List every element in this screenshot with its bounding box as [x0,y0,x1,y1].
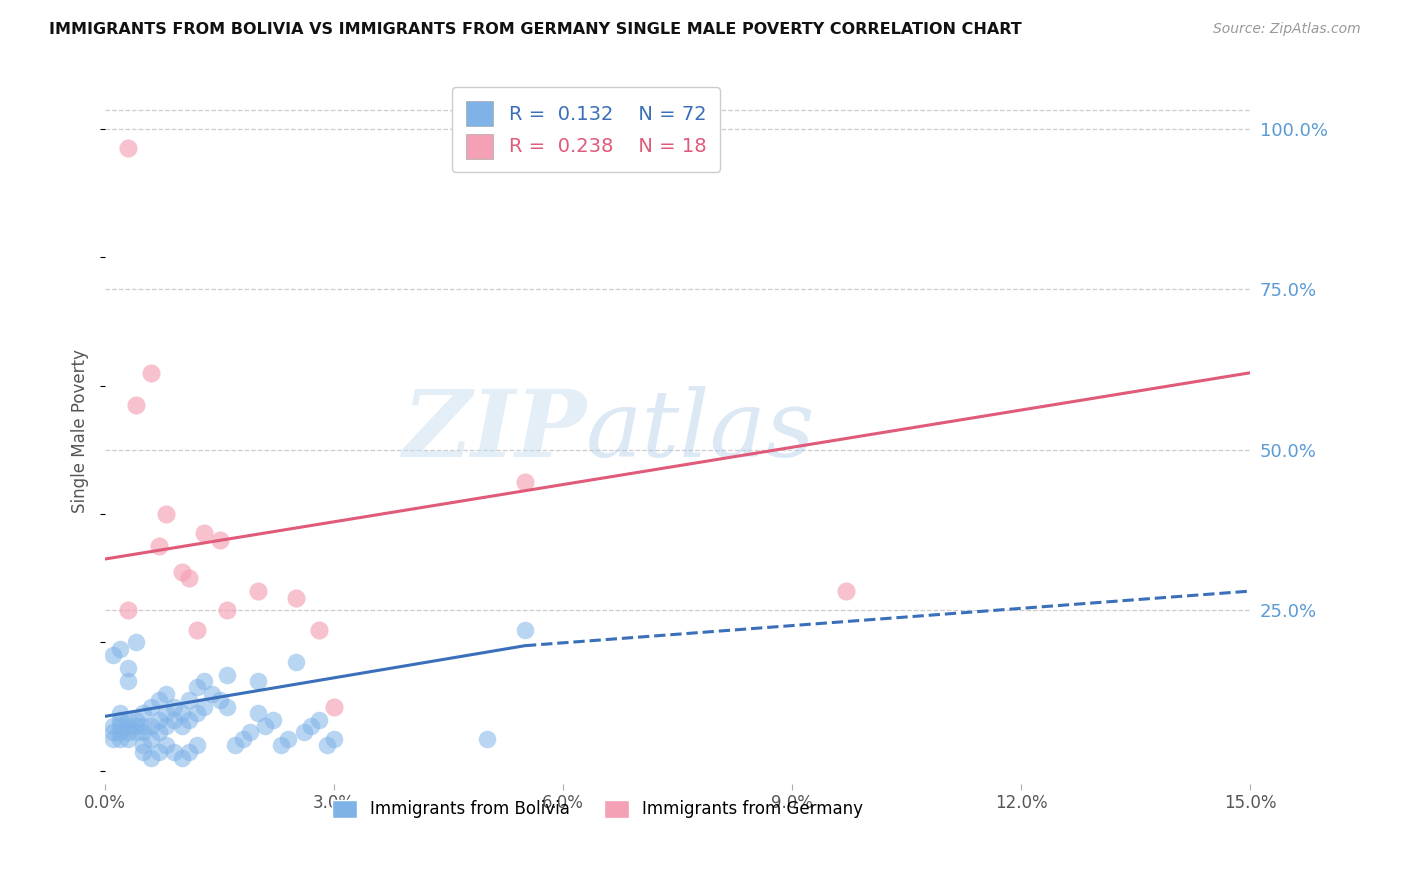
Point [110,713,132,727]
Point [101,719,124,733]
Point [308,623,330,637]
Point [163,699,186,714]
Point [186,706,208,720]
Point [139,731,162,746]
Point [186,738,208,752]
Point [285,591,308,605]
Point [834,584,856,599]
Point [117,713,139,727]
Point [193,526,215,541]
Point [117,725,139,739]
Point [125,713,148,727]
Point [186,623,208,637]
Point [148,725,170,739]
Point [110,706,132,720]
Point [179,693,201,707]
Point [170,565,193,579]
Point [110,641,132,656]
Point [117,673,139,688]
Point [299,719,322,733]
Point [246,673,269,688]
Text: IMMIGRANTS FROM BOLIVIA VS IMMIGRANTS FROM GERMANY SINGLE MALE POVERTY CORRELATI: IMMIGRANTS FROM BOLIVIA VS IMMIGRANTS FR… [49,22,1022,37]
Point [193,699,215,714]
Text: atlas: atlas [586,385,815,475]
Point [246,584,269,599]
Point [117,719,139,733]
Point [148,693,170,707]
Point [125,725,148,739]
Point [110,719,132,733]
Point [125,635,148,649]
Point [132,706,155,720]
Point [117,731,139,746]
Point [148,745,170,759]
Point [217,667,239,681]
Point [110,731,132,746]
Point [155,719,177,733]
Point [101,725,124,739]
Point [179,745,201,759]
Point [292,725,315,739]
Point [323,731,346,746]
Point [513,623,536,637]
Point [254,719,277,733]
Point [208,533,231,547]
Point [139,751,162,765]
Point [193,673,215,688]
Point [201,687,224,701]
Point [246,706,269,720]
Point [139,719,162,733]
Point [277,731,299,746]
Point [155,687,177,701]
Point [285,655,308,669]
Point [155,706,177,720]
Point [232,731,254,746]
Point [132,725,155,739]
Point [315,738,337,752]
Point [224,738,246,752]
Point [270,738,292,752]
Y-axis label: Single Male Poverty: Single Male Poverty [72,349,89,513]
Point [148,539,170,553]
Point [170,706,193,720]
Point [217,699,239,714]
Legend: Immigrants from Bolivia, Immigrants from Germany: Immigrants from Bolivia, Immigrants from… [325,793,869,825]
Point [475,731,498,746]
Point [163,745,186,759]
Point [117,603,139,617]
Point [308,713,330,727]
Point [208,693,231,707]
Point [110,725,132,739]
Point [125,398,148,412]
Point [513,475,536,489]
Point [186,681,208,695]
Point [239,725,262,739]
Point [262,713,284,727]
Point [139,699,162,714]
Point [117,661,139,675]
Point [125,719,148,733]
Point [163,713,186,727]
Point [155,507,177,521]
Point [323,699,346,714]
Point [148,713,170,727]
Point [101,648,124,663]
Point [179,571,201,585]
Point [170,751,193,765]
Point [170,719,193,733]
Point [155,738,177,752]
Text: Source: ZipAtlas.com: Source: ZipAtlas.com [1213,22,1361,37]
Point [101,731,124,746]
Point [132,738,155,752]
Point [132,719,155,733]
Point [132,745,155,759]
Point [179,713,201,727]
Point [117,141,139,155]
Point [139,366,162,380]
Text: ZIP: ZIP [402,385,586,475]
Point [217,603,239,617]
